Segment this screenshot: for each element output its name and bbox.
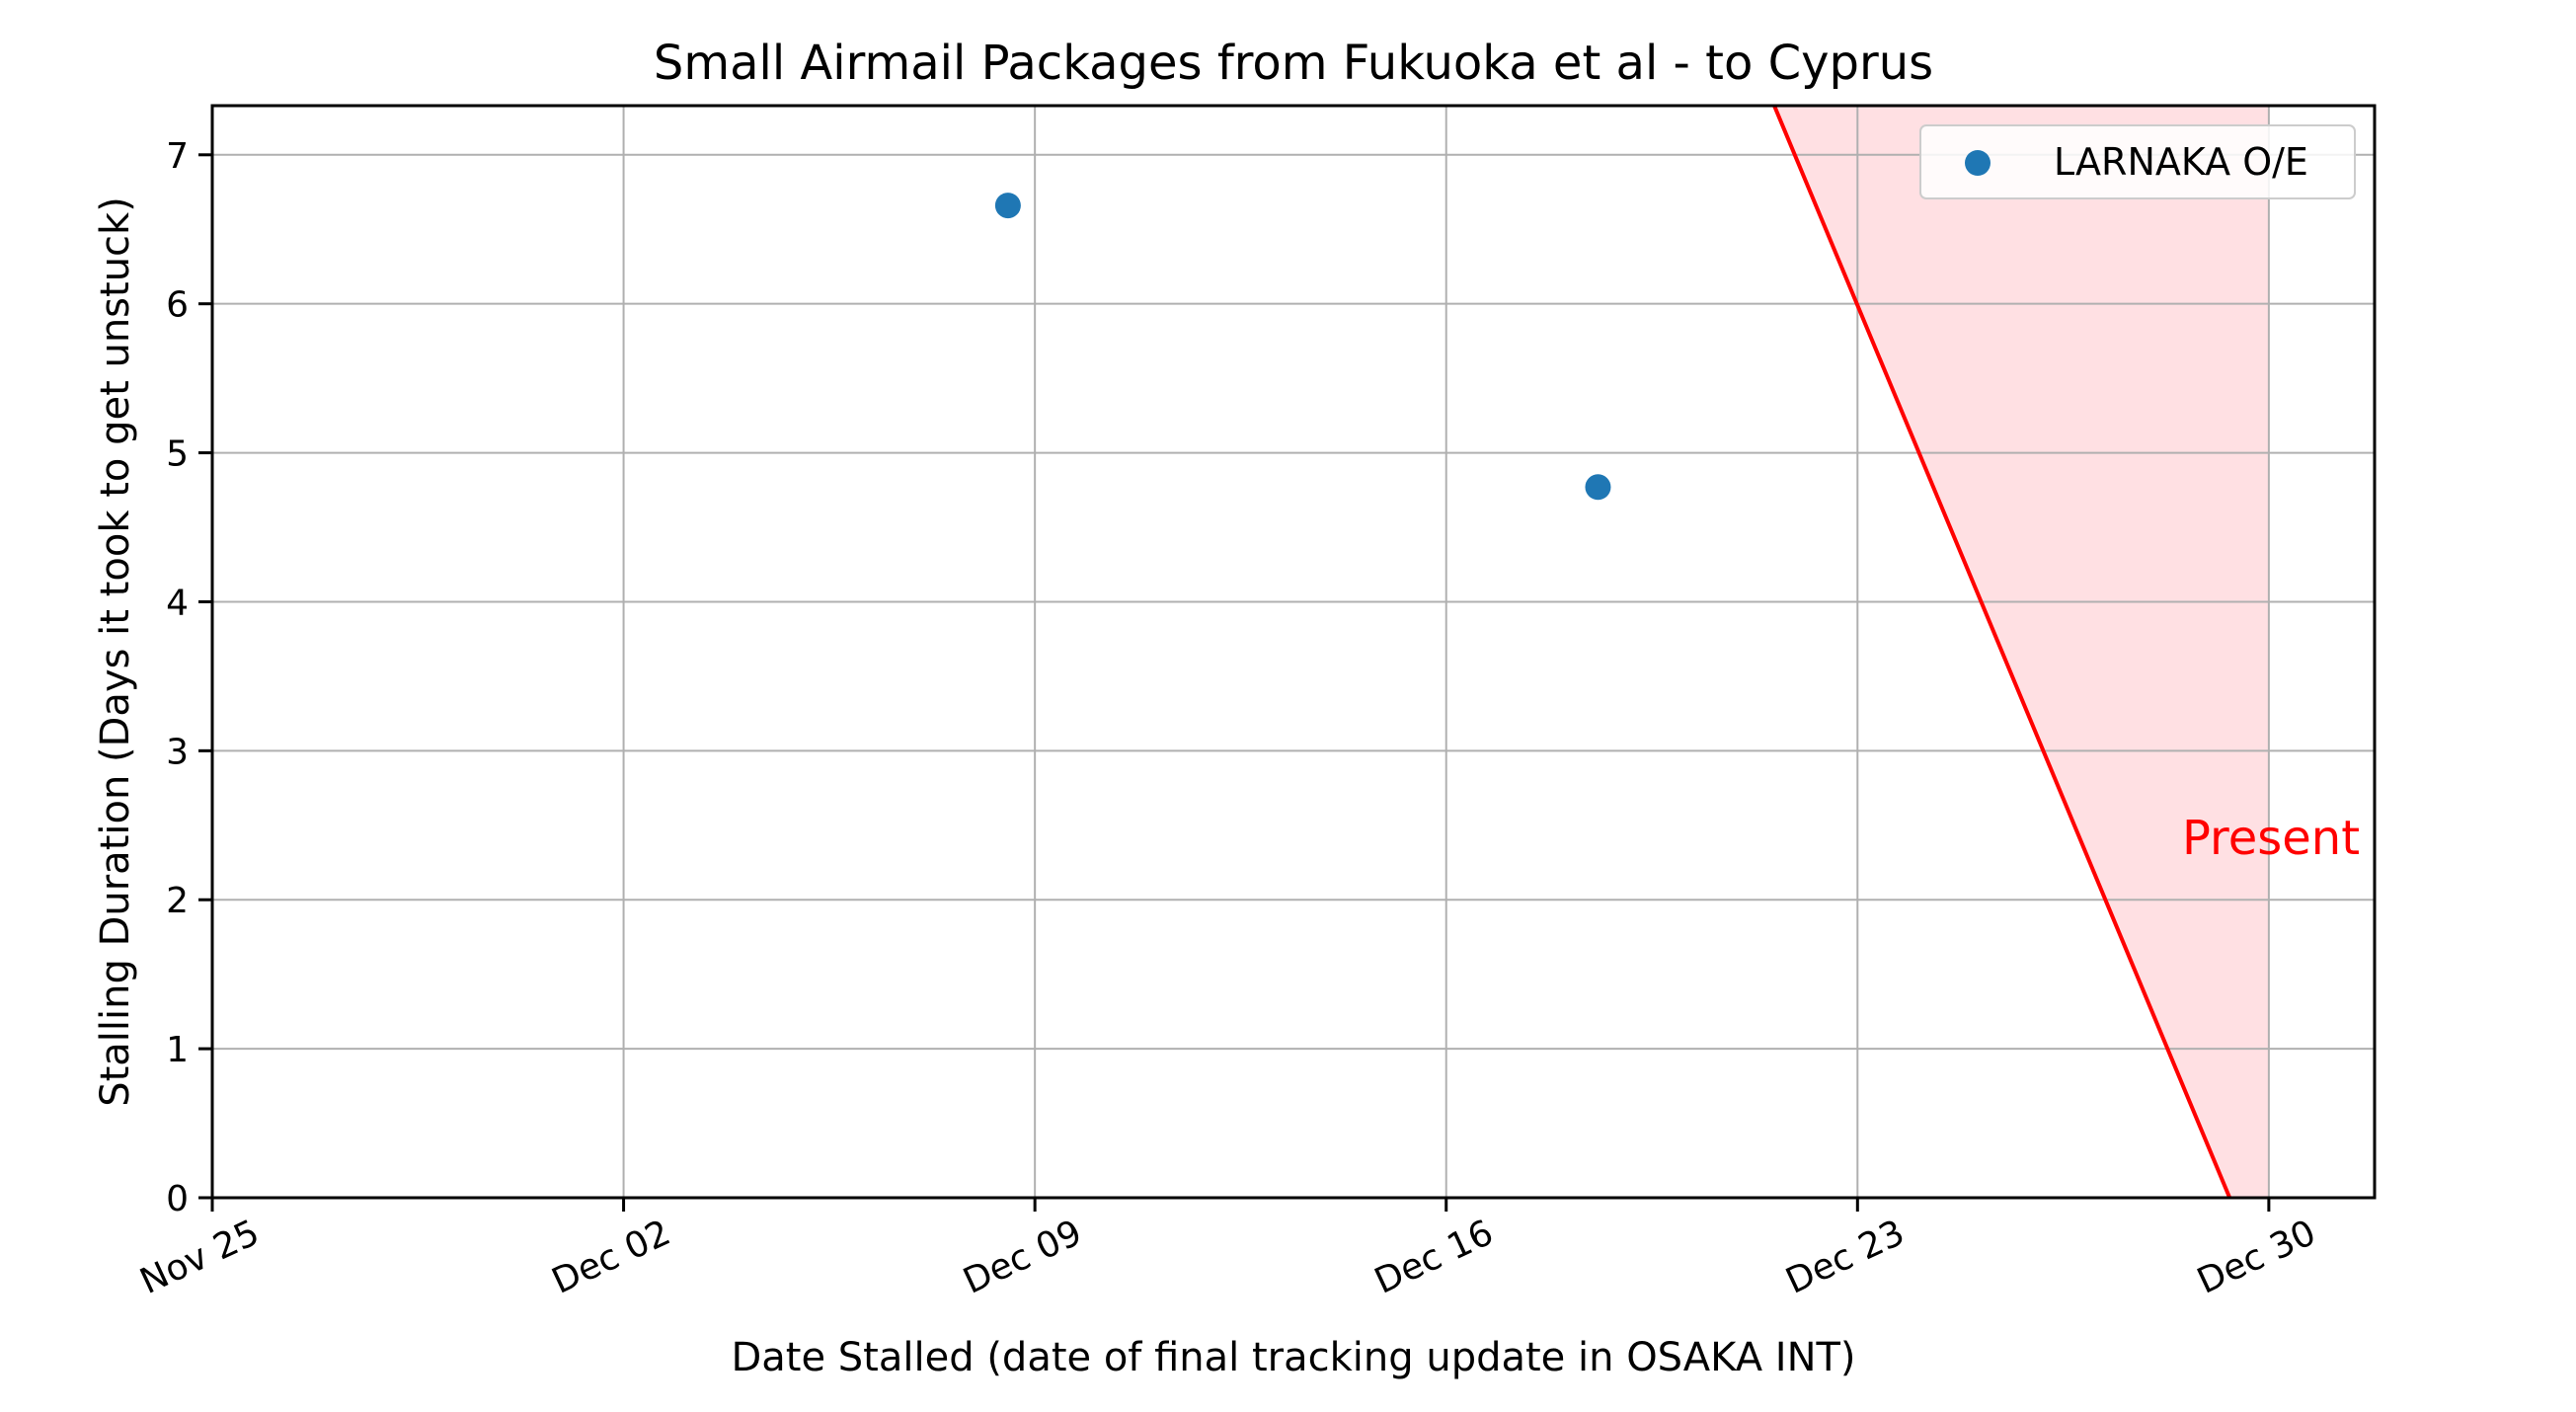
present-label: Present [2182, 811, 2360, 866]
y-axis-label: Stalling Duration (Days it took to get u… [93, 196, 138, 1107]
data-point [1585, 474, 1611, 501]
legend-marker [1965, 150, 1991, 176]
data-point [994, 193, 1021, 219]
present-shade [1773, 106, 2269, 1198]
present-region [1773, 106, 2269, 1198]
y-tick-label: 5 [166, 434, 189, 475]
data-points [994, 193, 1611, 501]
y-tick-label: 1 [166, 1030, 189, 1070]
y-tick-label: 2 [166, 881, 189, 921]
legend: LARNAKA O/E [1919, 124, 2356, 199]
y-tick-label: 6 [166, 285, 189, 326]
y-tick-label: 4 [166, 583, 189, 623]
plot-frame [210, 104, 2377, 1200]
y-tick-label: 7 [166, 136, 189, 177]
y-axis-ticks: 0 1 2 3 4 5 6 7 [166, 136, 212, 1219]
y-tick-label: 0 [166, 1179, 189, 1219]
present-line-group [1772, 105, 2232, 1199]
x-axis-label: Date Stalled (date of final tracking upd… [731, 1335, 1855, 1380]
chart-title: Small Airmail Packages from Fukuoka et a… [654, 36, 1933, 91]
y-tick-label: 3 [166, 732, 189, 772]
legend-box [1919, 124, 2356, 199]
present-line [1772, 105, 2232, 1199]
legend-label: LARNAKA O/E [2054, 140, 2308, 184]
